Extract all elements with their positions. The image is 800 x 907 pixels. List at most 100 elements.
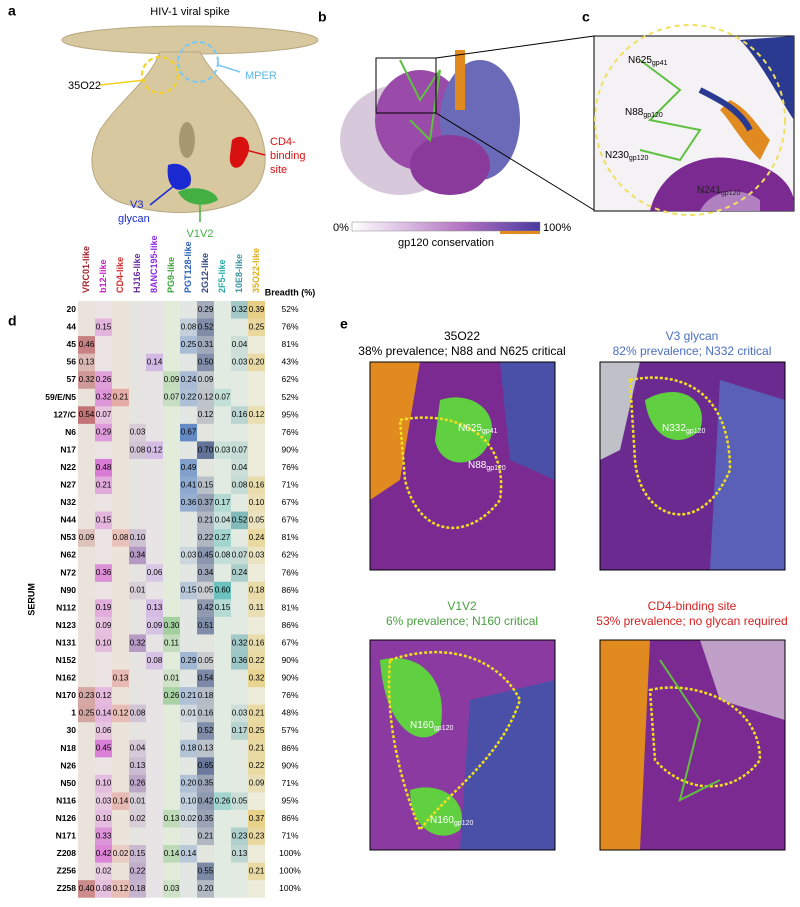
- heat-cell: [95, 511, 112, 530]
- cell-value: 0.25: [249, 322, 265, 331]
- heat-cell: [248, 301, 265, 319]
- breadth-value: 81%: [281, 339, 298, 349]
- breadth-value: 90%: [281, 655, 298, 665]
- cell-value: 0.03: [164, 884, 180, 893]
- cell-value: 0.13: [232, 849, 248, 858]
- row-label: N162: [56, 673, 77, 683]
- cell-value: 0.32: [96, 393, 112, 402]
- row-label: N116: [56, 795, 76, 805]
- trimer-illustration: [340, 35, 595, 234]
- cell-value: 0.03: [130, 428, 146, 437]
- cell-value: 0.17: [232, 726, 248, 735]
- cell-value: 0.36: [96, 568, 112, 577]
- heat-cell: [231, 441, 248, 459]
- heat-cell: [129, 529, 146, 547]
- heat-cell: [95, 599, 112, 617]
- heat-cell: [197, 371, 214, 389]
- heat-cell: [197, 336, 214, 354]
- cell-value: 0.05: [198, 586, 214, 595]
- heat-cell: [95, 687, 112, 705]
- spike-illustration: [61, 25, 319, 222]
- heat-cell: [95, 634, 112, 652]
- cell-value: 0.30: [164, 621, 180, 630]
- heat-cell: [78, 336, 95, 354]
- heat-cell: [95, 616, 112, 635]
- cell-value: 0.13: [113, 673, 129, 682]
- cell-value: 0.49: [181, 463, 197, 472]
- cell-value: 0.60: [215, 586, 231, 595]
- heat-cell: [197, 739, 214, 758]
- heat-cell: [163, 634, 180, 652]
- cell-value: 0.10: [249, 498, 265, 507]
- heat-cell: [163, 371, 180, 389]
- cell-value: 0.29: [181, 656, 197, 665]
- cell-value: 0.29: [96, 428, 112, 437]
- breadth-value: 43%: [281, 357, 298, 367]
- cell-value: 0.32: [130, 638, 146, 647]
- heat-cell: [197, 581, 214, 600]
- heat-cell: [163, 687, 180, 705]
- column-header: CD4-like: [115, 257, 125, 293]
- heat-cell: [197, 774, 214, 793]
- heat-cell: [78, 529, 95, 547]
- heat-cell: [112, 669, 129, 688]
- cell-value: 0.01: [130, 796, 146, 805]
- cell-value: 0.26: [215, 796, 231, 805]
- heat-cell: [248, 669, 265, 688]
- heat-cell: [231, 564, 248, 582]
- breadth-value: 100%: [279, 883, 301, 893]
- heat-cell: [197, 687, 214, 705]
- heat-cell: [248, 599, 265, 617]
- row-label: 56: [67, 357, 77, 367]
- heat-cell: [95, 371, 112, 389]
- epitope-title: V3 glycan: [666, 329, 719, 343]
- heat-cell: [214, 511, 231, 530]
- cell-value: 0.11: [164, 638, 180, 647]
- cell-value: 0.55: [198, 866, 214, 875]
- residue-name: N241: [697, 185, 721, 196]
- residue-subscript: gp41: [652, 60, 668, 67]
- cell-value: 0.16: [232, 410, 248, 419]
- residue-label: N88gp120: [468, 460, 506, 472]
- heat-cell: [231, 792, 248, 810]
- cell-value: 0.29: [198, 305, 214, 314]
- cell-value: 0.32: [232, 638, 248, 647]
- row-label: 20: [67, 304, 77, 314]
- epitope-surfaces: [369, 361, 786, 851]
- heat-cell: [197, 476, 214, 495]
- column-tint: [248, 301, 265, 898]
- heat-cell: [129, 581, 146, 600]
- cell-value: 0.09: [164, 375, 180, 384]
- cell-value: 0.67: [181, 428, 197, 437]
- heat-cell: [180, 546, 197, 565]
- cell-value: 0.13: [130, 761, 146, 770]
- cell-value: 0.37: [198, 498, 214, 507]
- residue-label: N160gp120: [410, 720, 453, 732]
- column-tint: [112, 301, 129, 898]
- heat-cell: [78, 687, 95, 705]
- cell-value: 0.26: [164, 691, 180, 700]
- heat-cell: [146, 441, 163, 459]
- cell-value: 0.54: [79, 410, 95, 419]
- cell-value: 0.21: [181, 691, 197, 700]
- row-label: 59/E/N5: [45, 392, 76, 402]
- cell-value: 0.26: [130, 779, 146, 788]
- panel-label: b: [318, 9, 327, 25]
- cell-value: 0.32: [79, 375, 95, 384]
- cell-value: 0.07: [164, 393, 180, 402]
- heat-cell: [248, 511, 265, 530]
- cell-value: 0.01: [130, 586, 146, 595]
- heat-cell: [163, 616, 180, 635]
- cell-value: 0.18: [130, 884, 146, 893]
- heat-cell: [95, 880, 112, 898]
- heat-cell: [180, 704, 197, 723]
- column-header: 2F5-like: [217, 259, 227, 293]
- heat-cell: [146, 599, 163, 617]
- cell-value: 0.23: [249, 831, 265, 840]
- breadth-value: 76%: [281, 322, 298, 332]
- heat-cell: [231, 353, 248, 372]
- column-header: 8ANC195-like: [149, 235, 159, 293]
- heat-cell: [248, 652, 265, 670]
- column-header: PGT128-like: [183, 241, 193, 293]
